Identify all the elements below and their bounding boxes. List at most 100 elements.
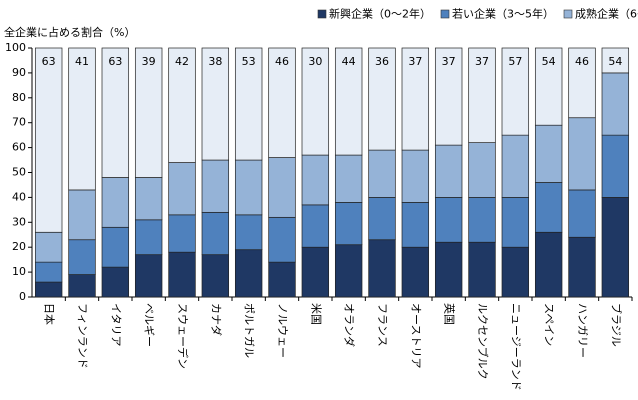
y-tick-label: 30 bbox=[12, 215, 26, 228]
bar-annotation: 54 bbox=[542, 55, 556, 68]
bar-annotation: 41 bbox=[75, 55, 89, 68]
y-axis-label: 全企業に占める割合（%） bbox=[4, 25, 135, 39]
bar-segment bbox=[501, 134, 530, 198]
x-tick-label: ポルトガル bbox=[243, 303, 256, 358]
bar-segment bbox=[101, 47, 130, 178]
x-tick-label: スペイン bbox=[543, 303, 556, 346]
x-tick-label: オーストリア bbox=[409, 303, 422, 368]
bar-annotation: 42 bbox=[175, 55, 189, 68]
bar-segment bbox=[201, 254, 230, 298]
bar-segment bbox=[468, 47, 496, 143]
bar-segment bbox=[368, 47, 396, 151]
bar-annotation: 54 bbox=[608, 55, 622, 68]
y-tick-label: 90 bbox=[12, 66, 26, 79]
bar-annotation: 57 bbox=[508, 55, 522, 68]
bar-segment bbox=[368, 149, 396, 198]
bar-annotation: 30 bbox=[308, 55, 322, 68]
bar-segment bbox=[468, 142, 496, 198]
bar-segment bbox=[268, 157, 296, 218]
x-tick-label: ベルギー bbox=[143, 303, 156, 347]
bar-annotation: 38 bbox=[208, 55, 222, 68]
bar-segment bbox=[601, 72, 630, 136]
legend-swatch bbox=[317, 9, 327, 19]
legend-label: 成熟企業（6～10年） bbox=[575, 7, 638, 21]
x-tick-label: ルクセンブルク bbox=[476, 303, 490, 380]
bar-segment bbox=[534, 124, 563, 183]
bar-segment bbox=[568, 189, 596, 238]
bar-segment bbox=[168, 162, 196, 216]
bar-segment bbox=[334, 202, 363, 246]
bar-segment bbox=[68, 47, 96, 191]
bar-segment bbox=[401, 202, 430, 248]
bar-segment bbox=[568, 117, 596, 191]
bar-segment bbox=[434, 241, 463, 298]
bar-segment bbox=[301, 154, 330, 206]
y-tick-label: 40 bbox=[12, 190, 26, 203]
bar-segment bbox=[168, 47, 196, 163]
bar-segment bbox=[234, 47, 263, 161]
x-tick-label: イタリア bbox=[109, 303, 122, 347]
bar-segment bbox=[301, 246, 330, 298]
bar-annotation: 37 bbox=[442, 55, 456, 68]
bar-segment bbox=[601, 47, 630, 74]
bar-segment bbox=[201, 159, 230, 213]
x-tick-label: フィンランド bbox=[76, 303, 89, 369]
bar-segment bbox=[568, 236, 596, 298]
legend-label: 若い企業（3～5年） bbox=[452, 7, 554, 21]
bar-annotation: 37 bbox=[408, 55, 422, 68]
bar-annotation: 37 bbox=[475, 55, 489, 68]
bar-segment bbox=[601, 197, 630, 298]
x-tick-label: ノルウェー bbox=[276, 303, 289, 358]
x-tick-label: オランダ bbox=[343, 303, 357, 347]
bar-annotation: 63 bbox=[108, 55, 122, 68]
legend-swatch bbox=[563, 9, 573, 19]
x-tick-label: ニュージーランド bbox=[509, 303, 522, 391]
bar-segment bbox=[168, 251, 196, 298]
bar-segment bbox=[234, 159, 263, 216]
bar-segment bbox=[534, 231, 563, 298]
x-tick-label: ブラジル bbox=[609, 303, 623, 347]
bar-segment bbox=[34, 281, 63, 298]
bar-segment bbox=[534, 47, 563, 126]
bar-segment bbox=[68, 274, 96, 298]
bar-segment bbox=[201, 211, 230, 256]
y-tick-label: 70 bbox=[12, 116, 26, 129]
bar-annotation: 36 bbox=[375, 55, 389, 68]
bar-segment bbox=[101, 177, 130, 228]
bar-segment bbox=[301, 47, 330, 156]
bar-annotation: 39 bbox=[142, 55, 156, 68]
legend-label: 新興企業（0～2年） bbox=[329, 7, 431, 21]
y-tick-label: 60 bbox=[12, 141, 26, 154]
y-tick-label: 50 bbox=[12, 166, 26, 179]
bar-annotation: 46 bbox=[275, 55, 289, 68]
bar-segment bbox=[234, 249, 263, 298]
bar-segment bbox=[34, 47, 63, 233]
bar-segment bbox=[134, 47, 163, 178]
bar-segment bbox=[501, 197, 530, 248]
bar-segment bbox=[534, 182, 563, 233]
legend-swatch bbox=[440, 9, 450, 19]
bar-segment bbox=[368, 239, 396, 298]
bar-segment bbox=[368, 197, 396, 241]
x-tick-label: カナダ bbox=[209, 303, 223, 336]
bar-segment bbox=[134, 177, 163, 221]
bar-segment bbox=[468, 197, 496, 243]
bar-segment bbox=[434, 197, 463, 243]
bar-segment bbox=[268, 216, 296, 263]
bar-segment bbox=[201, 47, 230, 161]
bar-segment bbox=[468, 241, 496, 298]
bar-segment bbox=[601, 134, 630, 198]
bar-segment bbox=[134, 254, 163, 298]
bar-segment bbox=[268, 47, 296, 158]
bar-segment bbox=[434, 144, 463, 198]
bar-annotation: 53 bbox=[242, 55, 256, 68]
y-tick-label: 0 bbox=[19, 290, 26, 303]
bar-segment bbox=[501, 246, 530, 298]
bar-segment bbox=[501, 47, 530, 136]
bar-segment bbox=[101, 226, 130, 268]
bar-segment bbox=[434, 47, 463, 146]
bar-segment bbox=[268, 261, 296, 298]
bar-segment bbox=[168, 214, 196, 253]
bar-segment bbox=[34, 231, 63, 263]
